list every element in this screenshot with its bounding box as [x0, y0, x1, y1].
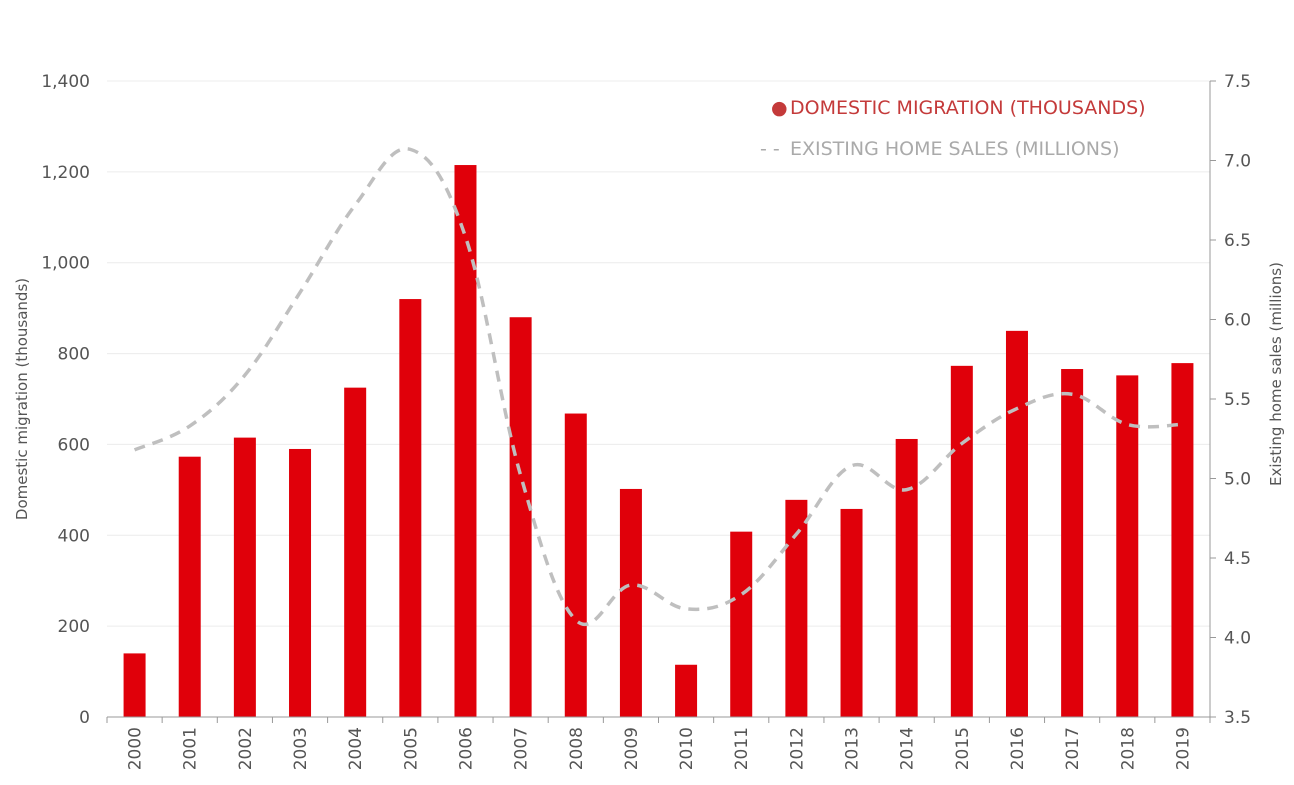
bar: [178, 456, 201, 717]
x-tick-label: 2008: [567, 727, 587, 770]
bar: [1061, 369, 1084, 717]
x-tick-label: 2007: [512, 727, 532, 770]
bar: [1171, 363, 1194, 717]
bar: [950, 365, 973, 717]
x-tick-label: 2015: [953, 727, 973, 770]
bar: [233, 437, 256, 717]
x-tick-labels: 2000 2001 2002 2003 2004 2005 2006 2007 2008 2009…: [126, 727, 1194, 770]
gridlines: [107, 80, 1210, 627]
bar: [564, 413, 587, 717]
x-tick-label: 2009: [622, 727, 642, 770]
y2-tick-label: 5.5: [1224, 390, 1251, 410]
x-tick-label: 2000: [126, 727, 146, 770]
y-tick-label: 1,200: [41, 163, 90, 183]
bar: [289, 448, 312, 717]
x-tick-label: 2019: [1173, 727, 1193, 770]
bar: [785, 499, 808, 717]
bar: [509, 317, 532, 717]
y2-axis-title: Existing home sales (millions): [1267, 262, 1285, 486]
bar: [895, 438, 918, 717]
bar: [399, 299, 422, 717]
axes: [106, 80, 1216, 723]
y-tick-label: 600: [58, 435, 90, 455]
bar: [1116, 375, 1139, 717]
x-tick-label: 2001: [181, 727, 201, 770]
x-tick-label: 2006: [456, 727, 476, 770]
y-tick-labels: 0 200 400 600 800 1,000 1,200 1,400: [41, 72, 90, 728]
bar: [454, 165, 477, 718]
y2-tick-label: 6.5: [1224, 231, 1251, 251]
x-tick-label: 2011: [732, 727, 752, 770]
legend-item-home-sales: EXISTING HOME SALES (MILLIONS): [790, 138, 1119, 160]
y-tick-label: 1,000: [41, 254, 90, 274]
x-tick-label: 2017: [1063, 727, 1083, 770]
legend: ● DOMESTIC MIGRATION (THOUSANDS) - - EXI…: [760, 97, 1146, 160]
line-series: [133, 147, 1183, 627]
x-tick-label: 2013: [843, 727, 863, 770]
bar: [675, 664, 698, 717]
bar: [1005, 330, 1028, 717]
y2-tick-label: 3.5: [1224, 708, 1251, 728]
x-tick-label: 2002: [236, 727, 256, 770]
x-tick-label: 2012: [787, 727, 807, 770]
x-tick-label: 2003: [291, 727, 311, 770]
bar: [123, 653, 146, 717]
y2-tick-label: 4.0: [1224, 629, 1251, 649]
y2-tick-labels: 3.5 4.0 4.5 5.0 5.5 6.0 6.5 7.0 7.5: [1224, 72, 1251, 728]
y-tick-label: 0: [79, 708, 90, 728]
y-tick-label: 200: [58, 617, 90, 637]
x-tick-label: 2016: [1008, 727, 1028, 770]
bar: [840, 508, 863, 717]
bar: [344, 387, 367, 717]
home-sales-line: [133, 147, 1183, 627]
bar: [619, 488, 642, 717]
bar-series: [123, 165, 1194, 718]
y-axis-title: Domestic migration (thousands): [13, 278, 31, 520]
bar: [730, 531, 753, 717]
x-tick-label: 2010: [677, 727, 697, 770]
y2-tick-label: 7.5: [1224, 72, 1251, 92]
legend-bar-marker: ●: [771, 97, 788, 119]
y2-tick-label: 7.0: [1224, 152, 1251, 172]
y-tick-label: 1,400: [41, 72, 90, 92]
x-tick-label: 2004: [346, 727, 366, 770]
legend-item-migration: DOMESTIC MIGRATION (THOUSANDS): [790, 97, 1146, 119]
x-tick-label: 2005: [401, 727, 421, 770]
y2-tick-label: 6.0: [1224, 311, 1251, 331]
x-tick-label: 2018: [1118, 727, 1138, 770]
y-tick-label: 400: [58, 526, 90, 546]
y2-tick-label: 4.5: [1224, 549, 1251, 569]
y2-tick-label: 5.0: [1224, 470, 1251, 490]
x-tick-label: 2014: [898, 727, 918, 770]
y-tick-label: 800: [58, 345, 90, 365]
legend-line-marker: - -: [760, 138, 780, 160]
